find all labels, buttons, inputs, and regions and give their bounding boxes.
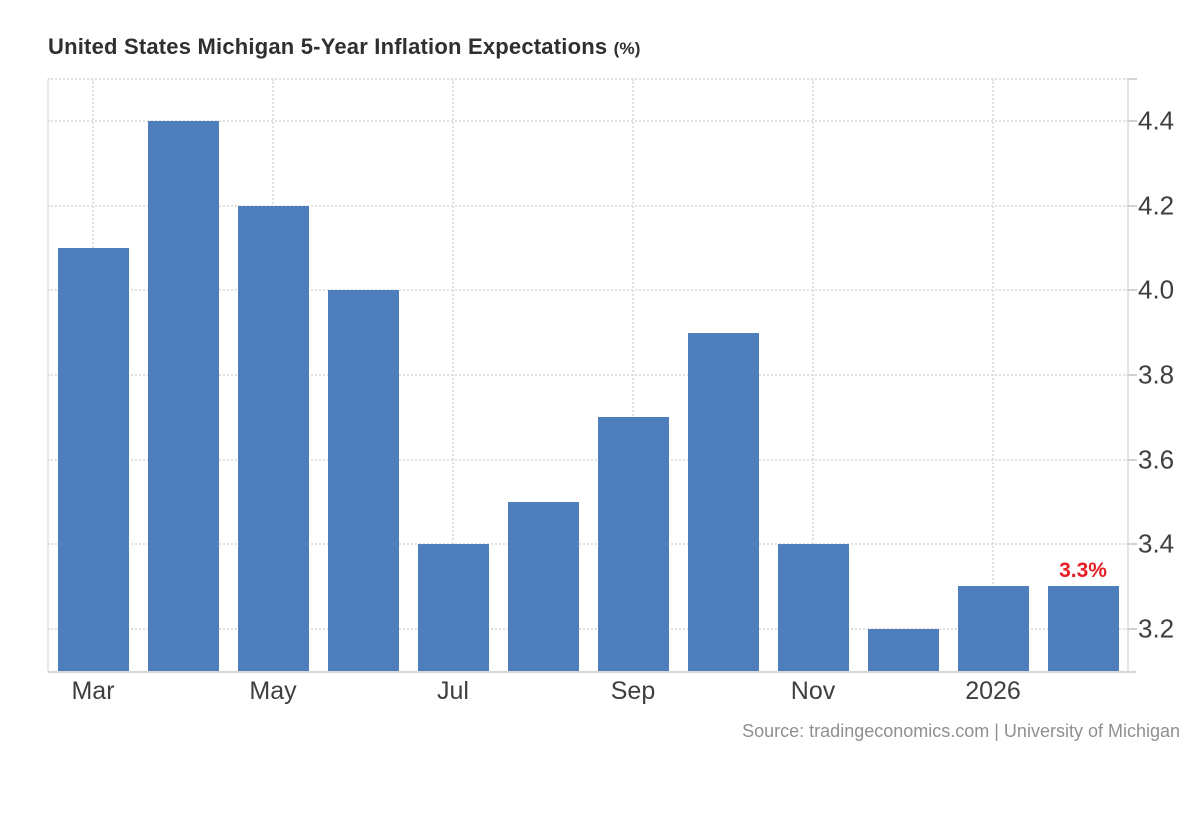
y-tick-3.4 xyxy=(1128,543,1137,546)
y-axis-label-3.2: 3.2 xyxy=(1138,613,1175,644)
bar-feb[interactable] xyxy=(1047,586,1119,671)
bar-jul[interactable] xyxy=(417,544,489,671)
y-tick-3.8 xyxy=(1128,374,1137,376)
y-tick-4.2 xyxy=(1128,204,1137,207)
y-axis-label-4.0: 4.0 xyxy=(1138,274,1175,305)
x-axis-label-May: May xyxy=(249,677,297,705)
bar-nov[interactable] xyxy=(777,544,849,671)
h-gridline-3.2 xyxy=(48,627,1128,630)
bar-aug[interactable] xyxy=(507,501,579,671)
bar-dec[interactable] xyxy=(867,628,939,671)
y-tick-3.2 xyxy=(1128,627,1137,630)
plot-area: 3.2 3.4 3.6 3.8 4.0 4.2 4.4 Mar May Jul Sep Nov 2026… xyxy=(47,78,1174,705)
x-axis-line xyxy=(48,671,1136,673)
bar-may[interactable] xyxy=(237,205,309,671)
bar-oct[interactable] xyxy=(687,332,759,671)
v-gridline-2026 xyxy=(992,79,994,671)
x-axis-label-Mar: Mar xyxy=(71,677,115,705)
y-tick-top xyxy=(1128,78,1137,80)
bar-mar[interactable] xyxy=(57,248,129,671)
y-axis-label-3.8: 3.8 xyxy=(1138,359,1175,390)
y-tick-3.6 xyxy=(1128,458,1137,461)
y-tick-4.4 xyxy=(1128,120,1137,123)
h-gridline-4.4 xyxy=(48,120,1128,123)
x-axis-label-Nov: Nov xyxy=(790,677,836,705)
h-gridline-3.6 xyxy=(48,458,1128,461)
last-value-label: 3.3% xyxy=(1059,559,1107,583)
y-axis-label-4.2: 4.2 xyxy=(1138,190,1175,221)
h-gridline-3.4 xyxy=(48,543,1128,546)
v-gridline-Nov xyxy=(812,79,814,671)
y-axis-label-4.4: 4.4 xyxy=(1138,105,1175,136)
h-gridline-4.0 xyxy=(48,289,1128,292)
y-axis-label-3.6: 3.6 xyxy=(1138,444,1175,475)
bar-apr[interactable] xyxy=(147,121,219,671)
chart-title-unit: (%) xyxy=(613,39,641,58)
h-gridline-4.2 xyxy=(48,204,1128,207)
y-tick-4.0 xyxy=(1128,289,1137,292)
bar-jun[interactable] xyxy=(327,290,399,671)
x-axis-label-Jul: Jul xyxy=(437,677,469,705)
bar-jan-2026[interactable] xyxy=(957,586,1029,671)
x-axis-label-Sep: Sep xyxy=(610,677,656,705)
x-axis-label-2026: 2026 xyxy=(965,677,1021,705)
chart-title-text: United States Michigan 5-Year Inflation … xyxy=(48,34,608,59)
source-credit: Source: tradingeconomics.com | Universit… xyxy=(742,721,1180,741)
h-gridline-3.8 xyxy=(48,374,1128,376)
y-axis-label-3.4: 3.4 xyxy=(1138,528,1175,559)
plot-top-border xyxy=(48,78,1128,80)
v-gridline-Sep xyxy=(632,79,634,671)
chart-title: United States Michigan 5-Year Inflation … xyxy=(48,34,641,60)
bar-sep[interactable] xyxy=(597,417,669,671)
v-gridline-Jul xyxy=(452,79,454,671)
